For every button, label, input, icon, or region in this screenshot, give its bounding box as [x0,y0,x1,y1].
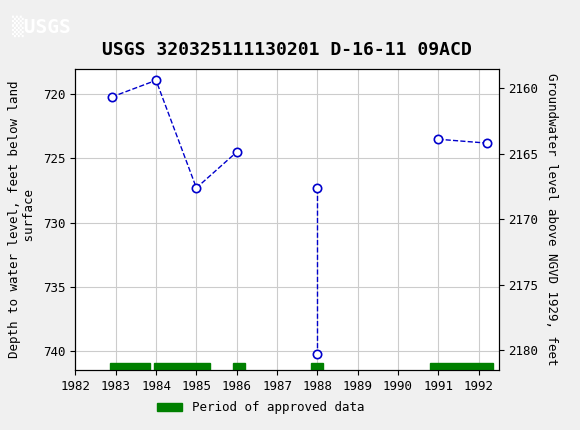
Bar [110,363,150,370]
Bar [154,363,211,370]
Y-axis label: Groundwater level above NGVD 1929, feet: Groundwater level above NGVD 1929, feet [545,73,559,366]
Bar [430,363,493,370]
Bar [233,363,245,370]
Bar [311,363,324,370]
Title: USGS 320325111130201 D-16-11 09ACD: USGS 320325111130201 D-16-11 09ACD [102,41,472,59]
Legend: Period of approved data: Period of approved data [152,396,370,419]
Text: ▒USGS: ▒USGS [12,15,70,37]
Y-axis label: Depth to water level, feet below land
 surface: Depth to water level, feet below land su… [8,80,36,358]
